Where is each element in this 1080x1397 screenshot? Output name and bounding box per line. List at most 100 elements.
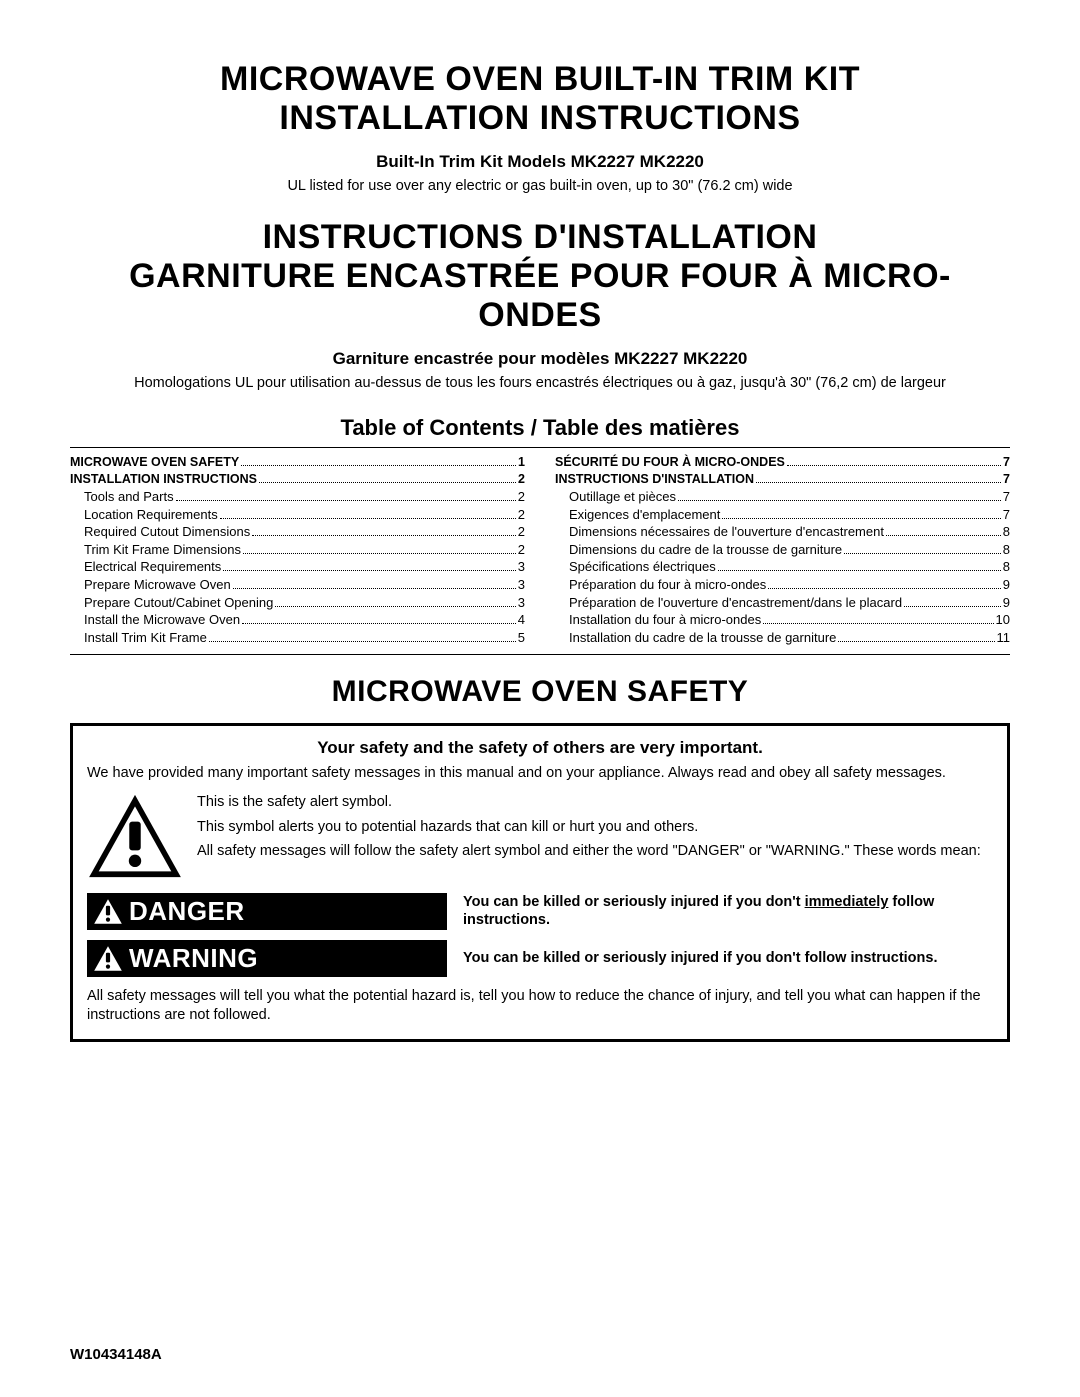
toc-entry: Préparation de l'ouverture d'encastremen… (555, 594, 1010, 612)
toc-leader-dots (756, 482, 1001, 483)
safety-box: Your safety and the safety of others are… (70, 723, 1010, 1042)
toc-entry: Electrical Requirements3 (70, 558, 525, 576)
toc-entry: Prepare Cutout/Cabinet Opening3 (70, 594, 525, 612)
toc-page-number: 3 (518, 576, 525, 594)
toc-page-number: 9 (1003, 594, 1010, 612)
toc-label: MICROWAVE OVEN SAFETY (70, 454, 239, 471)
toc-label: INSTALLATION INSTRUCTIONS (70, 471, 257, 488)
symbol-text-line2: This symbol alerts you to potential haza… (197, 818, 993, 838)
toc-page-number: 8 (1003, 558, 1010, 576)
alert-icon (93, 898, 123, 925)
toc-label: Prepare Microwave Oven (84, 576, 231, 594)
safety-intro-bold: Your safety and the safety of others are… (87, 738, 993, 758)
danger-label-box: DANGER (87, 893, 447, 930)
warning-label-box: WARNING (87, 940, 447, 977)
toc-page-number: 11 (997, 629, 1011, 647)
danger-row: DANGER You can be killed or seriously in… (87, 893, 993, 930)
toc-entry: Location Requirements 2 (70, 506, 525, 524)
toc-leader-dots (223, 570, 515, 571)
title-fr-line2: GARNITURE ENCASTRÉE POUR FOUR À MICRO-ON… (129, 257, 951, 334)
toc-entry: Install the Microwave Oven 4 (70, 611, 525, 629)
toc-page-number: 10 (996, 611, 1010, 629)
toc-leader-dots (241, 465, 516, 466)
toc-leader-dots (275, 606, 515, 607)
toc-entry: Installation du four à micro-ondes 10 (555, 611, 1010, 629)
toc-label: INSTRUCTIONS D'INSTALLATION (555, 471, 754, 488)
toc-heading: Table of Contents / Table des matières (70, 415, 1010, 441)
toc-page-number: 8 (1003, 541, 1010, 559)
toc-page-number: 2 (518, 488, 525, 506)
toc-label: Spécifications électriques (569, 558, 716, 576)
title-french: INSTRUCTIONS D'INSTALLATION GARNITURE EN… (70, 218, 1010, 335)
toc-label: Installation du four à micro-ondes (569, 611, 761, 629)
toc-label: Préparation du four à micro-ondes (569, 576, 766, 594)
toc-leader-dots (233, 588, 516, 589)
toc-page-number: 1 (518, 454, 525, 471)
toc-page-number: 8 (1003, 523, 1010, 541)
alert-triangle-icon (87, 793, 183, 879)
safety-intro-text: We have provided many important safety m… (87, 764, 993, 783)
symbol-text-line1: This is the safety alert symbol. (197, 793, 993, 813)
alert-icon (93, 945, 123, 972)
toc-entry: INSTRUCTIONS D'INSTALLATION 7 (555, 471, 1010, 488)
toc-label: Prepare Cutout/Cabinet Opening (84, 594, 273, 612)
safety-symbol-text: This is the safety alert symbol. This sy… (197, 793, 993, 879)
toc-entry: MICROWAVE OVEN SAFETY 1 (70, 454, 525, 471)
toc-page-number: 7 (1003, 488, 1010, 506)
toc-leader-dots (722, 518, 1000, 519)
toc-column-left: MICROWAVE OVEN SAFETY1INSTALLATION INSTR… (70, 454, 525, 646)
toc-leader-dots (768, 588, 1000, 589)
subtitle-french: Garniture encastrée pour modèles MK2227 … (70, 349, 1010, 369)
toc-page-number: 3 (518, 558, 525, 576)
toc-leader-dots (220, 518, 516, 519)
toc-leader-dots (763, 623, 993, 624)
toc-label: Trim Kit Frame Dimensions (84, 541, 241, 559)
toc-page-number: 9 (1003, 576, 1010, 594)
toc-leader-dots (904, 606, 1001, 607)
danger-label-text: DANGER (129, 896, 245, 927)
toc-column-right: SÉCURITÉ DU FOUR À MICRO-ONDES7INSTRUCTI… (555, 454, 1010, 646)
toc-label: Installation du cadre de la trousse de g… (569, 629, 836, 647)
toc-page-number: 2 (518, 471, 525, 488)
ul-note-english: UL listed for use over any electric or g… (70, 178, 1010, 194)
toc-page-number: 2 (518, 541, 525, 559)
toc-label: Préparation de l'ouverture d'encastremen… (569, 594, 902, 612)
toc-label: Location Requirements (84, 506, 218, 524)
toc-leader-dots (176, 500, 516, 501)
danger-description: You can be killed or seriously injured i… (463, 893, 993, 929)
toc-entry: Required Cutout Dimensions2 (70, 523, 525, 541)
toc-entry: Exigences d'emplacement 7 (555, 506, 1010, 524)
safety-outro-text: All safety messages will tell you what t… (87, 987, 993, 1025)
toc-page-number: 7 (1003, 506, 1010, 524)
toc-entry: INSTALLATION INSTRUCTIONS 2 (70, 471, 525, 488)
toc-page-number: 2 (518, 506, 525, 524)
toc-label: SÉCURITÉ DU FOUR À MICRO-ONDES (555, 454, 785, 471)
ul-note-french: Homologations UL pour utilisation au-des… (70, 375, 1010, 391)
toc-label: Tools and Parts (84, 488, 174, 506)
toc-entry: Outillage et pièces7 (555, 488, 1010, 506)
toc-page-number: 7 (1003, 471, 1010, 488)
toc-label: Install the Microwave Oven (84, 611, 240, 629)
toc-leader-dots (787, 465, 1001, 466)
toc-leader-dots (252, 535, 516, 536)
toc-label: Exigences d'emplacement (569, 506, 720, 524)
toc-page-number: 4 (518, 611, 525, 629)
toc-entry: Dimensions nécessaires de l'ouverture d'… (555, 523, 1010, 541)
symbol-text-line3: All safety messages will follow the safe… (197, 842, 993, 862)
toc-leader-dots (209, 641, 516, 642)
toc-entry: SÉCURITÉ DU FOUR À MICRO-ONDES 7 (555, 454, 1010, 471)
toc-entry: Dimensions du cadre de la trousse de gar… (555, 541, 1010, 559)
toc-label: Install Trim Kit Frame (84, 629, 207, 647)
toc-leader-dots (243, 553, 516, 554)
warning-description: You can be killed or seriously injured i… (463, 949, 993, 967)
title-fr-line1: INSTRUCTIONS D'INSTALLATION (263, 218, 818, 256)
toc-entry: Trim Kit Frame Dimensions 2 (70, 541, 525, 559)
title-en-line2: INSTALLATION INSTRUCTIONS (279, 99, 800, 137)
toc-label: Dimensions du cadre de la trousse de gar… (569, 541, 842, 559)
danger-desc-part1: You can be killed or seriously injured i… (463, 894, 805, 910)
toc-leader-dots (718, 570, 1001, 571)
toc-page-number: 7 (1003, 454, 1010, 471)
toc-entry: Install Trim Kit Frame5 (70, 629, 525, 647)
toc-leader-dots (242, 623, 516, 624)
warning-row: WARNING You can be killed or seriously i… (87, 940, 993, 977)
